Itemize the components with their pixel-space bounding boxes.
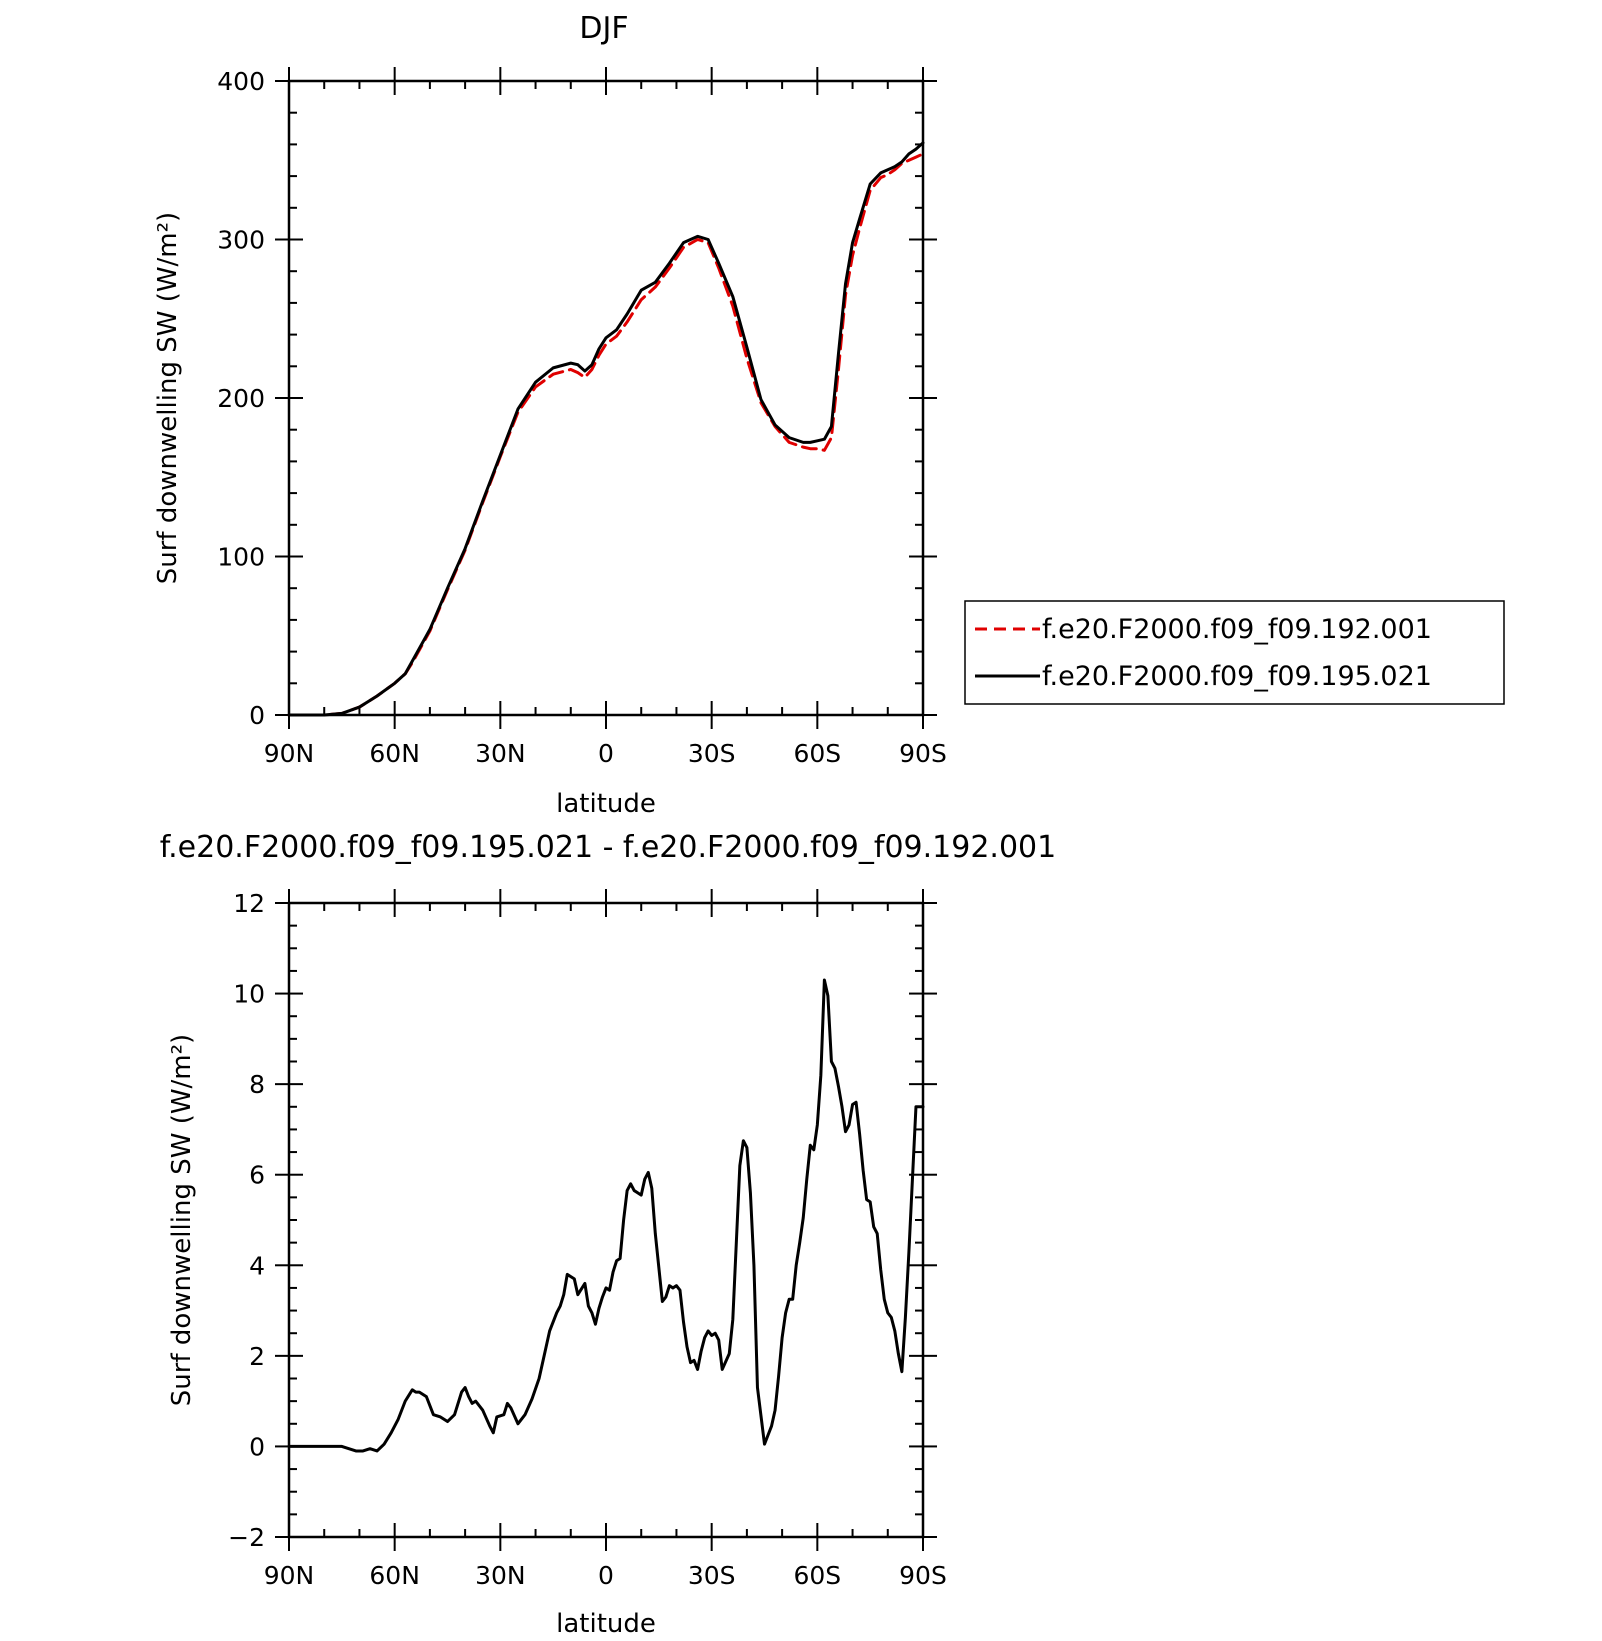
bottom-series-line-1: [287, 978, 925, 1453]
bottom-y-axis-label: Surf downwelling SW (W/m²): [167, 1034, 197, 1406]
top-chart-title: DJF: [579, 11, 628, 46]
top-series: [287, 141, 925, 717]
top-x-tick-label: 30N: [475, 739, 526, 768]
top-y-tick-label: 400: [217, 67, 265, 96]
bottom-series: [287, 978, 925, 1453]
top-series-line-2: [287, 141, 925, 717]
bottom-x-tick-label: 0: [598, 1561, 614, 1590]
bottom-y-tick-label: 12: [233, 889, 265, 918]
top-panel: DJF 90N 60N 30N 0 30S 60S 90S 0 100 200 300 400 Sur…: [153, 11, 1505, 819]
top-x-tick-label: 60N: [369, 739, 420, 768]
top-series-line-1: [287, 152, 925, 717]
top-x-tick-label: 60S: [793, 739, 841, 768]
top-y-tick-label: 100: [217, 543, 265, 572]
top-y-axis-label: Surf downwelling SW (W/m²): [153, 212, 183, 584]
bottom-y-tick-label: 2: [249, 1342, 265, 1371]
bottom-y-tick-label: 4: [249, 1251, 265, 1280]
bottom-x-axis-label: latitude: [556, 1609, 656, 1639]
top-y-tick-label: 0: [249, 701, 265, 730]
top-ticks: 90N 60N 30N 0 30S 60S 90S 0 100 200 300 400: [217, 67, 947, 768]
bottom-x-tick-label: 90S: [899, 1561, 947, 1590]
bottom-y-tick-label: −2: [228, 1523, 265, 1552]
legend-box: [964, 600, 1505, 705]
bottom-x-tick-label: 30S: [688, 1561, 736, 1590]
bottom-y-tick-label: 8: [249, 1070, 265, 1099]
bottom-y-tick-label: 0: [249, 1432, 265, 1461]
top-plot-frame: [287, 79, 925, 717]
top-x-tick-label: 0: [598, 739, 614, 768]
legend-label-series-2: f.e20.F2000.f09_f09.195.021: [1042, 661, 1432, 692]
top-x-axis-label: latitude: [556, 789, 656, 819]
bottom-ticks: 90N 60N 30N 0 30S 60S 90S −2 0 2 4 6 8 10 12: [228, 889, 947, 1590]
bottom-x-tick-label: 30N: [475, 1561, 526, 1590]
top-y-tick-label: 300: [217, 226, 265, 255]
bottom-chart-title: f.e20.F2000.f09_f09.195.021 - f.e20.F200…: [160, 830, 1056, 865]
top-x-tick-label: 30S: [688, 739, 736, 768]
top-y-tick-label: 200: [217, 384, 265, 413]
bottom-panel: f.e20.F2000.f09_f09.195.021 - f.e20.F200…: [160, 830, 1056, 1639]
bottom-x-tick-label: 90N: [264, 1561, 315, 1590]
bottom-y-tick-label: 6: [249, 1161, 265, 1190]
bottom-x-tick-label: 60S: [793, 1561, 841, 1590]
bottom-y-tick-label: 10: [233, 980, 265, 1009]
legend-label-series-1: f.e20.F2000.f09_f09.192.001: [1042, 614, 1432, 645]
top-x-tick-label: 90S: [899, 739, 947, 768]
bottom-x-tick-label: 60N: [369, 1561, 420, 1590]
legend: f.e20.F2000.f09_f09.192.001 f.e20.F2000.…: [964, 600, 1505, 705]
bottom-plot-frame: [287, 901, 925, 1539]
top-x-tick-label: 90N: [264, 739, 315, 768]
